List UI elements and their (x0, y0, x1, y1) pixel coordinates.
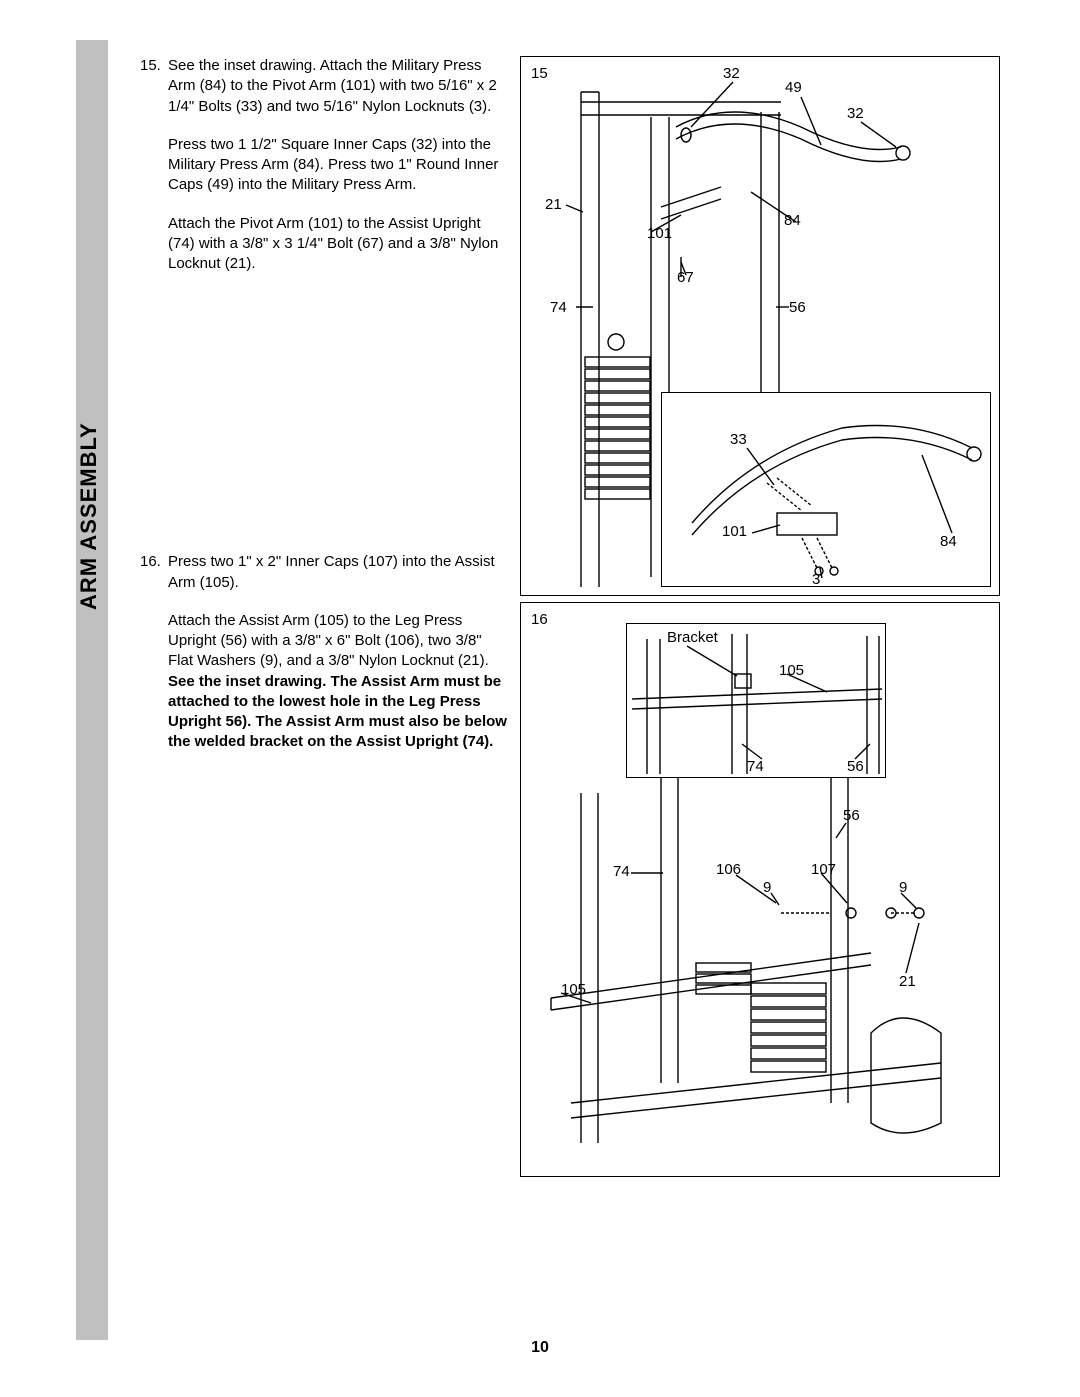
step-text: Attach the Assist Arm (105) to the Leg P… (168, 612, 489, 670)
page-number: 10 (0, 1339, 1080, 1357)
callout: 67 (677, 269, 694, 286)
step-para-mixed: Attach the Assist Arm (105) to the Leg P… (168, 611, 510, 753)
callout: 105 (779, 662, 804, 679)
callout: 21 (545, 196, 562, 213)
step-number: 15. (140, 56, 168, 292)
callout: 101 (722, 523, 747, 540)
callout: 56 (847, 758, 864, 775)
callout: 84 (784, 212, 801, 229)
diagram-16: 16 (520, 602, 1000, 1177)
callout: 32 (723, 65, 740, 82)
instruction-text-column: 15. See the inset drawing. Attach the Mi… (140, 56, 510, 799)
callout: Bracket (667, 629, 718, 646)
diagram-16-inset: Bracket 105 74 56 (626, 623, 886, 778)
diagram-15: 15 (520, 56, 1000, 596)
step-para: Press two 1 1/2" Square Inner Caps (32) … (168, 135, 510, 196)
step-text-bold: See the inset drawing. The Assist Arm mu… (168, 673, 507, 751)
diagram-16-inset-svg (627, 624, 887, 779)
callout: 3 (812, 571, 820, 588)
step-para: Attach the Pivot Arm (101) to the Assist… (168, 214, 510, 275)
callout: 49 (785, 79, 802, 96)
callout: 32 (847, 105, 864, 122)
step-para: See the inset drawing. Attach the Milita… (168, 56, 510, 117)
callout: 21 (899, 973, 916, 990)
diagram-15-inset-svg (662, 393, 992, 588)
step-body: See the inset drawing. Attach the Milita… (168, 56, 510, 292)
callout: 74 (613, 863, 630, 880)
callout: 56 (843, 807, 860, 824)
diagram-15-inset: 33 101 84 3 (661, 392, 991, 587)
callout: 106 (716, 861, 741, 878)
callout: 74 (747, 758, 764, 775)
step-15: 15. See the inset drawing. Attach the Mi… (140, 56, 510, 292)
callout: 107 (811, 861, 836, 878)
callout: 105 (561, 981, 586, 998)
step-number: 16. (140, 552, 168, 770)
callout: 84 (940, 533, 957, 550)
step-para: Press two 1" x 2" Inner Caps (107) into … (168, 552, 510, 593)
callout: 101 (647, 225, 672, 242)
callout: 56 (789, 299, 806, 316)
callout: 9 (763, 879, 771, 896)
step-16: 16. Press two 1" x 2" Inner Caps (107) i… (140, 552, 510, 770)
callout: 74 (550, 299, 567, 316)
step-body: Press two 1" x 2" Inner Caps (107) into … (168, 552, 510, 770)
callout: 33 (730, 431, 747, 448)
callout: 9 (899, 879, 907, 896)
section-title: ARM ASSEMBLY (76, 422, 102, 610)
section-sidebar (76, 40, 108, 1340)
